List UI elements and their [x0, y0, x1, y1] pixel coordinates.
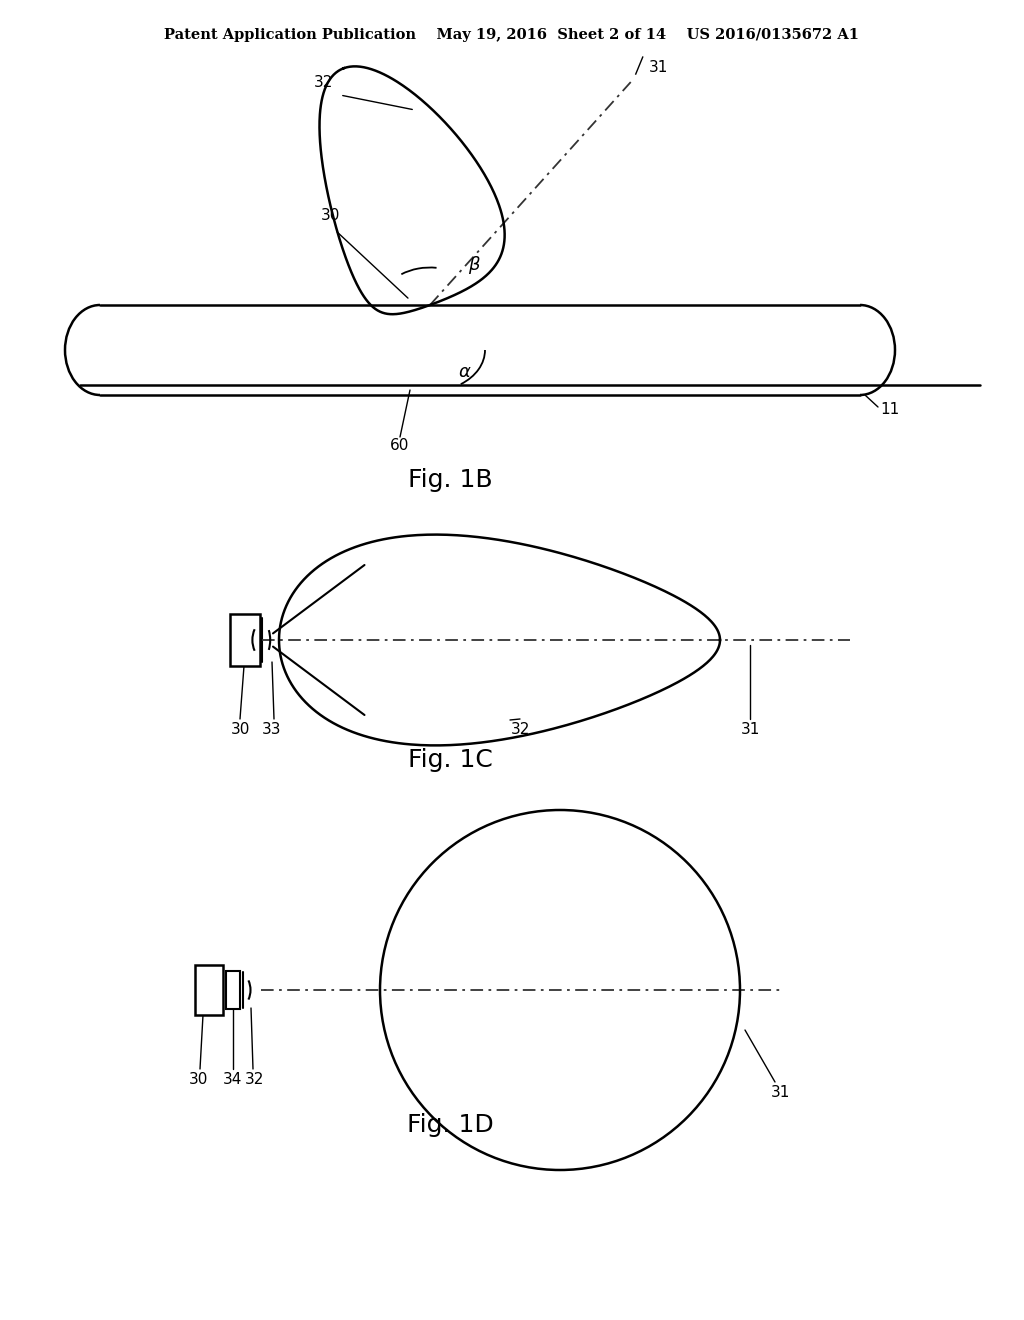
Text: 31: 31 [649, 59, 668, 74]
FancyBboxPatch shape [226, 972, 240, 1008]
Text: 30: 30 [188, 1072, 208, 1086]
Text: $\beta$: $\beta$ [468, 253, 481, 276]
Text: 60: 60 [390, 437, 410, 453]
Text: 34: 34 [223, 1072, 243, 1086]
Text: $\alpha$: $\alpha$ [458, 363, 472, 381]
Text: 31: 31 [770, 1085, 790, 1100]
Text: 30: 30 [230, 722, 250, 737]
Text: 33: 33 [262, 722, 282, 737]
FancyBboxPatch shape [195, 965, 223, 1015]
Text: Patent Application Publication    May 19, 2016  Sheet 2 of 14    US 2016/0135672: Patent Application Publication May 19, 2… [165, 28, 859, 42]
Text: 31: 31 [740, 722, 760, 737]
Text: 32: 32 [510, 722, 529, 737]
Text: Fig. 1B: Fig. 1B [408, 469, 493, 492]
Text: Fig. 1C: Fig. 1C [408, 748, 493, 772]
FancyBboxPatch shape [230, 614, 260, 667]
Text: 32: 32 [313, 75, 333, 90]
Text: 11: 11 [880, 403, 899, 417]
Text: 32: 32 [246, 1072, 264, 1086]
Text: 30: 30 [321, 209, 340, 223]
Text: Fig. 1D: Fig. 1D [407, 1113, 494, 1137]
